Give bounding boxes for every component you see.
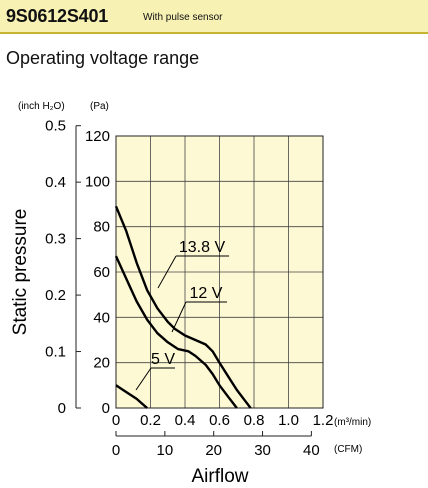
annotation-leader <box>171 301 187 333</box>
x-secondary-tick-label: 10 <box>157 442 174 459</box>
y-tick-label: 100 <box>85 173 110 190</box>
y-secondary-tick-label: 0 <box>58 400 66 417</box>
feature-label: With pulse sensor <box>143 12 223 23</box>
y-axis-label: Static pressure <box>10 209 31 336</box>
y-tick-label: 0 <box>102 400 110 417</box>
y-tick-label: 40 <box>93 309 110 326</box>
annotation-leader <box>157 255 177 289</box>
y-tick-label: 60 <box>93 264 110 281</box>
x-tick-label: 1.0 <box>278 412 299 429</box>
annotation-label: 5 V <box>151 351 175 368</box>
y-tick-label: 120 <box>85 128 110 145</box>
series-line <box>115 384 148 409</box>
x-secondary-tick-label: 40 <box>303 442 320 459</box>
y-tick-label: 80 <box>93 219 110 236</box>
annotation-leader <box>135 367 152 391</box>
y-tick-label: 20 <box>93 355 110 372</box>
chart-subtitle: Operating voltage range <box>6 48 200 68</box>
y-secondary-tick-label: 0.4 <box>45 174 66 191</box>
x-secondary-tick-label: 0 <box>112 442 120 459</box>
x-tick-label: 0.6 <box>209 412 230 429</box>
x-tick-label: 1.2 <box>313 412 334 429</box>
axis-labels: (inch H₂O) (Pa) (m³/min) (CFM) Airflow S… <box>10 101 371 487</box>
annotation-label: 13.8 V <box>179 239 226 256</box>
axes: 0 0.2 0.4 0.6 0.8 1.0 1.202040608010012000.10.… <box>45 118 333 459</box>
y-secondary-tick-label: 0.1 <box>45 344 66 361</box>
x-tick-label: 0 <box>112 412 120 429</box>
plot-frame <box>115 135 324 409</box>
x-secondary-tick-label: 20 <box>205 442 222 459</box>
x-secondary-tick-label: 30 <box>254 442 271 459</box>
y-secondary-tick-label: 0.3 <box>45 231 66 248</box>
y-primary-unit: (Pa) <box>90 101 109 112</box>
title-bar: 9S0612S401 With pulse sensor <box>0 0 428 34</box>
x-axis-label: Airflow <box>191 466 248 487</box>
x-secondary-unit: (CFM) <box>334 444 362 455</box>
x-tick-label: 0.4 <box>175 412 196 429</box>
series-line <box>114 205 252 409</box>
y-secondary-tick-label: 0.5 <box>45 118 66 135</box>
x-primary-unit: (m³/min) <box>334 417 371 428</box>
y-secondary-unit: (inch H₂O) <box>18 101 65 112</box>
model-number: 9S0612S401 <box>6 6 109 26</box>
series-line <box>114 255 238 409</box>
x-tick-label: 0.2 <box>140 412 161 429</box>
y-secondary-tick-label: 0.2 <box>45 287 66 304</box>
x-tick-label: 0.8 <box>244 412 265 429</box>
annotation-label: 12 V <box>190 285 223 302</box>
series-group: 13.8 V 12 V 5 V <box>114 205 252 409</box>
